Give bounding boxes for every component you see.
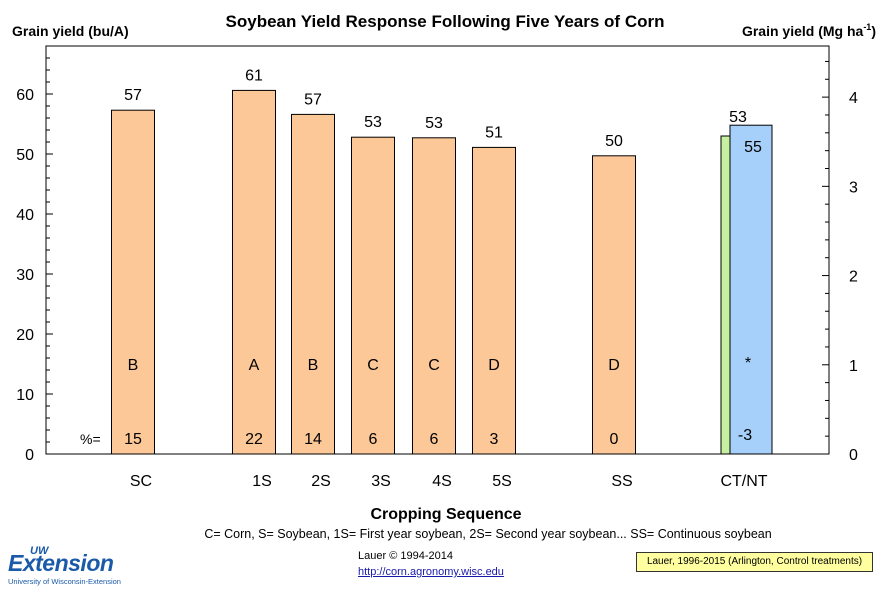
x-axis-label: Cropping Sequence: [370, 506, 521, 523]
bars-group: 57 B 15 61 A 22 57 B 14 53 C 6 53 C 6 51 D 3 50 D 0 53 55 * -3: [111, 67, 773, 455]
bar-percent-label: -3: [738, 427, 752, 444]
bar-percent-label: 6: [430, 431, 439, 448]
bar-value-label: 57: [304, 91, 322, 108]
y-axis-right-label-main: Grain yield (Mg ha: [742, 23, 864, 39]
bar-ct-value-label: 53: [729, 109, 747, 126]
bar-nt-value-label: 55: [744, 139, 762, 156]
bar-percent-label: 3: [490, 431, 499, 448]
bar-significance-letter: D: [488, 357, 500, 374]
x-tick-label: 1S: [252, 473, 272, 490]
bar: [472, 146, 516, 455]
bar: [351, 136, 395, 455]
y-left-tick-label: 60: [16, 87, 34, 104]
x-tick-label: SC: [130, 473, 152, 490]
x-tick-label: CT/NT: [720, 473, 767, 490]
bar-value-label: 51: [485, 124, 503, 141]
bar-percent-label: 6: [369, 431, 378, 448]
x-tick-label: 5S: [492, 473, 512, 490]
bar-value-label: 53: [425, 115, 443, 132]
x-tick-label: 2S: [311, 473, 331, 490]
bar-significance-letter: C: [367, 357, 379, 374]
bar-value-label: 50: [605, 133, 623, 150]
credit-block: Lauer © 1994-2014 http://corn.agronomy.w…: [358, 548, 504, 580]
bar-nt: [729, 124, 773, 455]
y-left-tick-label: 30: [16, 267, 34, 284]
bar-percent-label: 15: [124, 431, 142, 448]
pct-prefix: %=: [80, 431, 101, 447]
y-left-tick-label: 0: [25, 447, 34, 464]
y-left-tick-label: 50: [16, 147, 34, 164]
x-axis-tick-labels: SC 1S 2S 3S 4S 5S SS CT/NT: [130, 473, 768, 490]
bar-significance-letter: *: [745, 355, 751, 372]
x-tick-label: SS: [611, 473, 632, 490]
y-axis-right-label-sup: -1: [863, 22, 871, 32]
bar-significance-letter: A: [249, 357, 260, 374]
x-tick-label: 3S: [371, 473, 391, 490]
uw-extension-logo: UW Extension University of Wisconsin-Ext…: [8, 545, 133, 586]
bar-percent-label: 0: [610, 431, 619, 448]
y-axis-right-label-close: ): [871, 23, 876, 39]
bar: [592, 155, 636, 455]
bar-percent-label: 14: [304, 431, 322, 448]
y-right-tick-label: 0: [849, 447, 858, 464]
bar-significance-letter: B: [308, 357, 319, 374]
logo-subtitle: University of Wisconsin-Extension: [8, 577, 121, 586]
bar-significance-letter: B: [128, 357, 139, 374]
bar: [111, 109, 155, 455]
y-axis-right-label: Grain yield (Mg ha-1): [742, 22, 876, 39]
y-axis-right: 0 1 2 3 4: [822, 60, 858, 464]
legend-note: C= Corn, S= Soybean, 1S= First year soyb…: [204, 527, 771, 541]
bar-significance-letter: D: [608, 357, 620, 374]
y-axis-left: 0 10 20 30 40 50 60: [16, 57, 53, 464]
bar: [232, 89, 276, 455]
y-left-tick-label: 20: [16, 327, 34, 344]
logo-uw: UW: [30, 545, 49, 557]
bar-value-label: 57: [124, 87, 142, 104]
bar-significance-letter: C: [428, 357, 440, 374]
source-note: Lauer, 1996-2015 (Arlington, Control tre…: [636, 552, 873, 572]
logo-extension: Extension: [8, 550, 114, 576]
bar: [291, 113, 335, 455]
copyright-text: Lauer © 1994-2014: [358, 550, 453, 562]
y-right-tick-label: 4: [849, 90, 858, 107]
chart-title: Soybean Yield Response Following Five Ye…: [226, 12, 665, 31]
y-right-tick-label: 3: [849, 179, 858, 196]
bar-percent-label: 22: [245, 431, 263, 448]
y-axis-left-label: Grain yield (bu/A): [12, 23, 129, 39]
y-right-tick-label: 2: [849, 269, 858, 286]
bar-value-label: 53: [364, 114, 382, 131]
bar-value-label: 61: [245, 67, 263, 84]
y-left-tick-label: 10: [16, 387, 34, 404]
x-tick-label: 4S: [432, 473, 452, 490]
y-left-tick-label: 40: [16, 207, 34, 224]
bar: [412, 137, 456, 455]
y-right-tick-label: 1: [849, 358, 858, 375]
source-url-link[interactable]: http://corn.agronomy.wisc.edu: [358, 566, 504, 578]
